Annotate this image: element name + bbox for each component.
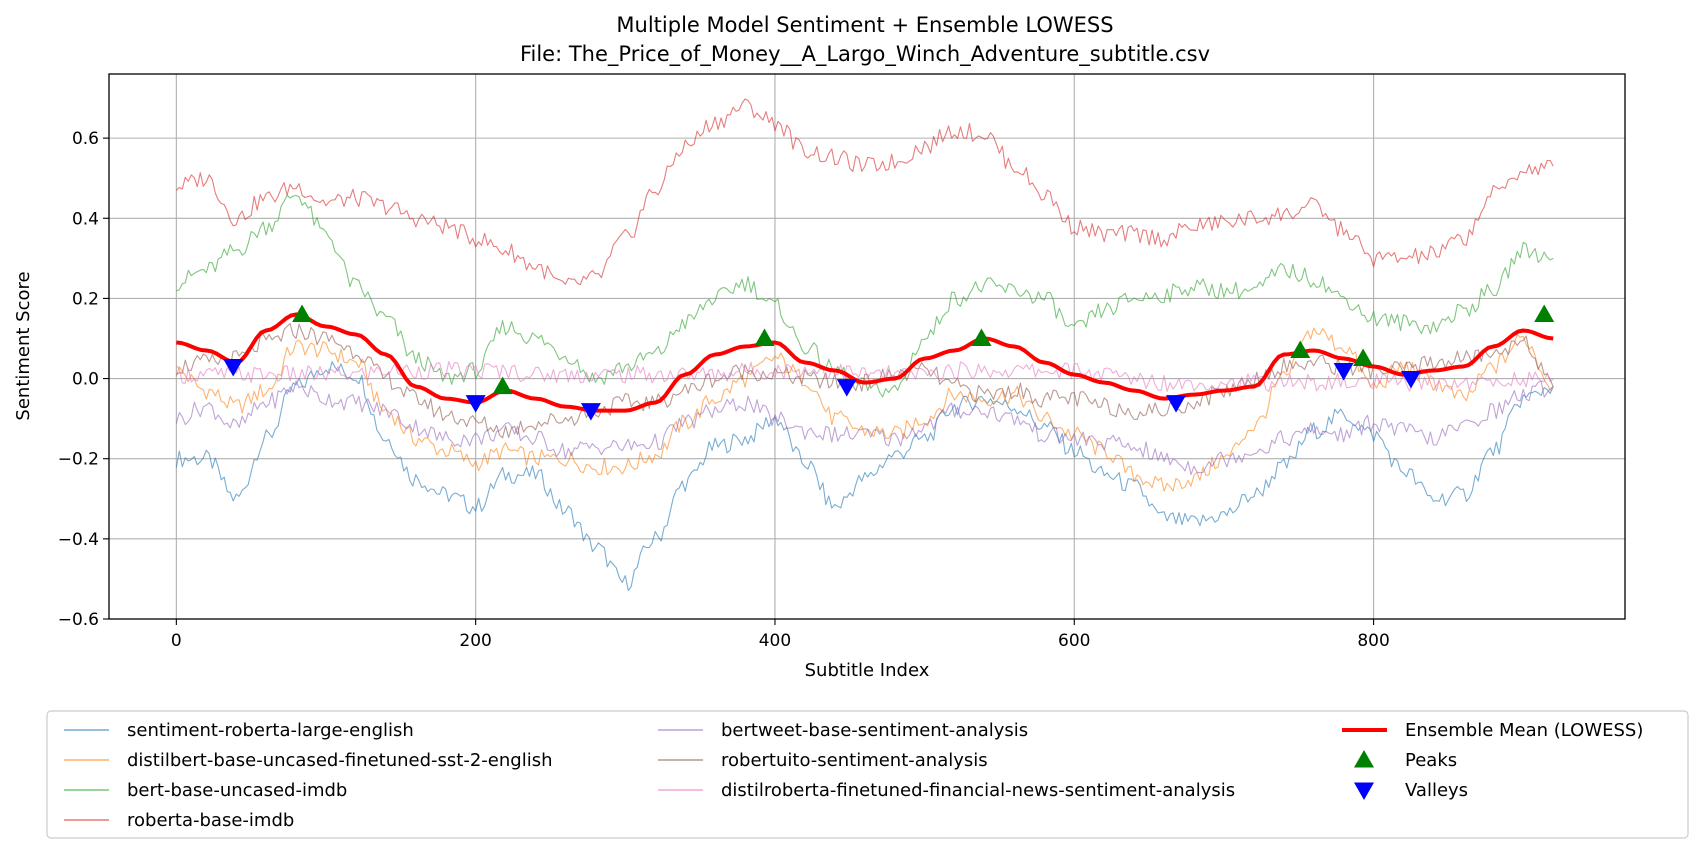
valley-marker (223, 359, 244, 377)
legend: sentiment-roberta-large-english distilber… (46, 710, 1689, 839)
y-tick-label: −0.2 (58, 450, 99, 470)
peak-marker (971, 328, 992, 346)
legend-label: robertuito-sentiment-analysis (721, 750, 988, 771)
legend-valley-marker (1354, 782, 1374, 800)
y-tick-label: −0.6 (58, 610, 99, 630)
series-line-distilroberta-finetuned-financial-news-sentiment-analysis (175, 361, 1554, 393)
series-lines (175, 98, 1554, 592)
valley-marker (1166, 395, 1187, 413)
legend-frame (46, 710, 1689, 839)
series-line-distilbert-base-uncased-finetuned-sst-2-english (175, 327, 1554, 492)
peak-marker (492, 376, 513, 395)
valley-marker (836, 379, 857, 397)
peak-marker (1353, 348, 1374, 367)
legend-label: Peaks (1405, 750, 1457, 771)
legend-label: sentiment-roberta-large-english (127, 720, 414, 741)
y-tick-label: 0.2 (72, 289, 99, 309)
legend-peak-marker (1354, 750, 1374, 768)
series-line-roberta-base-imdb (175, 98, 1554, 286)
series-line-Ensemble Mean (LOWESS) (176, 312, 1554, 413)
legend-label: distilroberta-finetuned-financial-news-s… (721, 780, 1235, 801)
series-line-robertuito-sentiment-analysis (176, 323, 1554, 439)
peak-valley-markers (223, 304, 1555, 421)
y-tick-label: 0.4 (72, 209, 99, 229)
peak-marker (754, 328, 775, 346)
peak-marker (1534, 304, 1555, 322)
valley-marker (465, 395, 486, 413)
y-tick-label: 0.6 (72, 129, 99, 149)
peak-marker (292, 304, 313, 322)
series-line-sentiment-roberta-large-english (175, 361, 1554, 592)
legend-label: Valleys (1405, 780, 1468, 801)
axis-ticks: 0 200 400 600 800 −0.6 −0.4 −0.2 0.0 0.2 0.4 0.6 (58, 129, 1390, 651)
grid-lines (109, 74, 1625, 620)
chart-subtitle: File: The_Price_of_Money__A_Largo_Winch_… (520, 42, 1210, 67)
legend-label: bertweet-base-sentiment-analysis (721, 720, 1028, 741)
valley-marker (1400, 371, 1421, 389)
valley-marker (1333, 363, 1354, 381)
y-axis-label: Sentiment Score (13, 271, 34, 420)
y-tick-label: 0.0 (72, 370, 99, 390)
peak-marker (1290, 340, 1311, 359)
legend-label: roberta-base-imdb (127, 810, 294, 831)
series-line-bert-base-uncased-imdb (176, 194, 1554, 398)
x-tick-label: 400 (759, 631, 791, 651)
legend-label: Ensemble Mean (LOWESS) (1405, 720, 1643, 741)
x-tick-label: 800 (1357, 631, 1389, 651)
x-tick-label: 0 (171, 631, 182, 651)
chart-title: Multiple Model Sentiment + Ensemble LOWE… (616, 13, 1113, 37)
valley-marker (580, 403, 601, 421)
y-tick-label: −0.4 (58, 530, 99, 550)
legend-label: distilbert-base-uncased-finetuned-sst-2-… (127, 750, 552, 771)
series-line-bertweet-base-sentiment-analysis (175, 380, 1554, 476)
x-tick-label: 200 (459, 631, 491, 651)
legend-label: bert-base-uncased-imdb (127, 780, 347, 801)
x-tick-label: 600 (1058, 631, 1090, 651)
x-axis-label: Subtitle Index (805, 660, 930, 681)
plot-frame (108, 73, 1626, 620)
